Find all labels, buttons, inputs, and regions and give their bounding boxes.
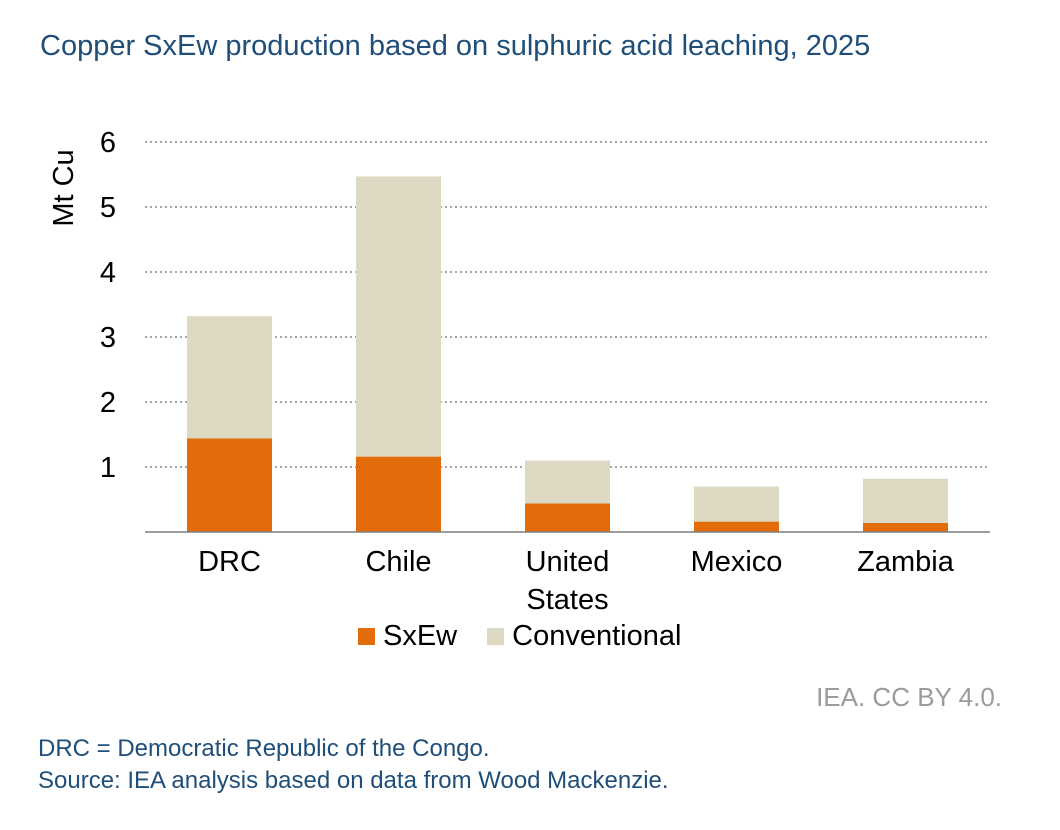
legend-label-conventional: Conventional (512, 620, 682, 652)
legend-item-sxew: SxEw (358, 620, 457, 653)
x-tick-label: Chile (365, 546, 431, 578)
y-tick-label: 6 (100, 127, 116, 159)
bar-sxew-zambia (863, 522, 948, 532)
bar-conventional-united-states (525, 460, 610, 504)
y-tick-label: 1 (100, 452, 116, 484)
legend-item-conventional: Conventional (487, 620, 681, 653)
bar-sxew-united-states (525, 503, 610, 532)
x-tick-label: United (526, 546, 610, 578)
y-tick-label: 2 (100, 387, 116, 419)
gridlines (145, 141, 990, 468)
source-note: Source: IEA analysis based on data from … (38, 767, 669, 794)
y-tick-labels: 1 2 3 4 5 6 (100, 127, 116, 484)
abbreviation-note: DRC = Democratic Republic of the Congo. (38, 735, 490, 762)
legend-swatch-sxew (358, 628, 375, 645)
credit-text: IEA. CC BY 4.0. (816, 682, 1002, 712)
legend: SxEw Conventional (358, 620, 711, 653)
y-tick-label: 5 (100, 192, 116, 224)
x-tick-labels: DRC Chile United States Mexico Zambia (198, 546, 955, 616)
legend-label-sxew: SxEw (383, 620, 458, 652)
x-tick-label: DRC (198, 546, 261, 578)
bar-conventional-mexico (694, 486, 779, 522)
x-tick-label: States (526, 584, 608, 616)
y-tick-label: 4 (100, 257, 116, 289)
bar-conventional-chile (356, 176, 441, 457)
legend-swatch-conventional (487, 628, 505, 645)
bars (187, 176, 948, 532)
chart-title: Copper SxEw production based on sulphuri… (40, 30, 871, 62)
x-tick-label: Zambia (857, 546, 955, 578)
x-tick-label: Mexico (691, 546, 783, 578)
bar-sxew-drc (187, 438, 272, 532)
bar-conventional-drc (187, 316, 272, 439)
footnotes: DRC = Democratic Republic of the Congo. … (38, 733, 669, 797)
bar-sxew-mexico (694, 521, 779, 532)
y-tick-label: 3 (100, 322, 116, 354)
bar-sxew-chile (356, 456, 441, 532)
bar-conventional-zambia (863, 478, 948, 523)
y-axis-label: Mt Cu (48, 149, 80, 226)
